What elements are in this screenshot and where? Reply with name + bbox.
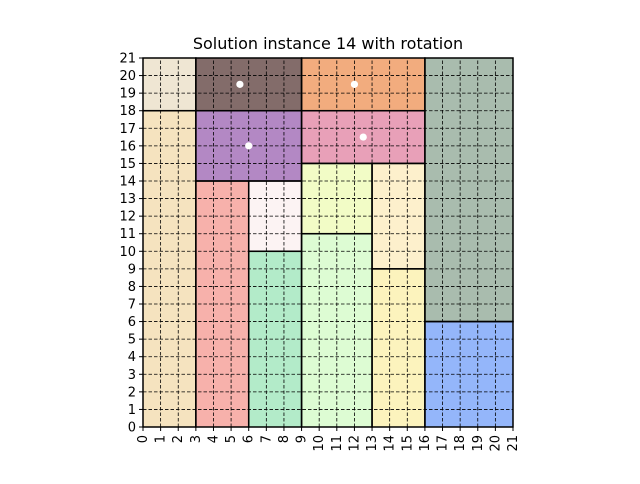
x-tick-label: 14	[383, 435, 398, 452]
x-tick-label: 10	[312, 435, 327, 452]
x-tick-label: 8	[277, 435, 292, 443]
rotation-marker	[245, 142, 253, 150]
x-tick-label: 6	[242, 435, 257, 443]
y-tick-label: 3	[128, 368, 136, 383]
x-tick-label: 2	[171, 435, 186, 443]
x-tick-label: 17	[436, 435, 451, 452]
plot-title: Solution instance 14 with rotation	[193, 34, 463, 53]
axes-frame	[142, 57, 514, 428]
y-tick-label: 8	[128, 280, 136, 295]
x-tick-label: 21	[506, 435, 521, 452]
rotation-marker	[350, 80, 359, 88]
y-tick-label: 20	[119, 69, 136, 84]
x-tick-label: 19	[471, 435, 486, 452]
y-tick-label: 0	[128, 421, 136, 436]
rectangle-14	[372, 268, 425, 427]
y-tick-label: 5	[128, 333, 136, 348]
x-tick-label: 7	[259, 435, 274, 443]
y-tick-label: 14	[119, 175, 136, 190]
y-tick-label: 2	[128, 385, 136, 400]
x-tick-label: 15	[400, 435, 415, 452]
rotation-marker	[236, 80, 244, 88]
rectangle-5	[424, 58, 513, 322]
x-tick-label: 13	[365, 435, 380, 452]
x-tick-label: 1	[154, 435, 169, 443]
rectangles-layer	[143, 58, 513, 427]
x-tick-label: 4	[206, 435, 221, 443]
y-tick-label: 21	[119, 52, 136, 67]
x-tick-label: 5	[224, 435, 239, 443]
x-tick-label: 0	[136, 435, 151, 443]
x-tick-label: 9	[295, 435, 310, 443]
x-tick-label: 3	[189, 435, 204, 443]
y-tick-label: 16	[119, 139, 136, 154]
y-tick-label: 18	[119, 104, 136, 119]
y-tick-label: 19	[119, 87, 136, 102]
y-tick-label: 10	[119, 245, 136, 260]
rotation-marker	[359, 133, 367, 141]
y-tick-label: 17	[119, 122, 136, 137]
x-tick-label: 16	[418, 435, 433, 452]
x-axis: 0 1 2 3 4 5 6 7 8 9 10 11 12 13 14 15 16 17 18 19 20 21	[136, 427, 521, 452]
rectangle-1	[143, 58, 196, 111]
y-tick-label: 6	[128, 315, 136, 330]
rectangle-4	[301, 58, 425, 111]
y-tick-label: 12	[119, 210, 136, 225]
y-tick-label: 9	[128, 262, 136, 277]
y-tick-label: 1	[128, 403, 136, 418]
rotation-markers	[236, 80, 367, 150]
x-tick-label: 20	[488, 435, 503, 452]
x-tick-label: 11	[330, 435, 345, 452]
y-tick-label: 13	[119, 192, 136, 207]
y-tick-label: 11	[119, 227, 136, 242]
y-tick-label: 15	[119, 157, 136, 172]
y-tick-label: 4	[128, 350, 136, 365]
x-tick-label: 12	[347, 435, 362, 452]
y-tick-label: 7	[128, 298, 136, 313]
x-tick-label: 18	[453, 435, 468, 452]
